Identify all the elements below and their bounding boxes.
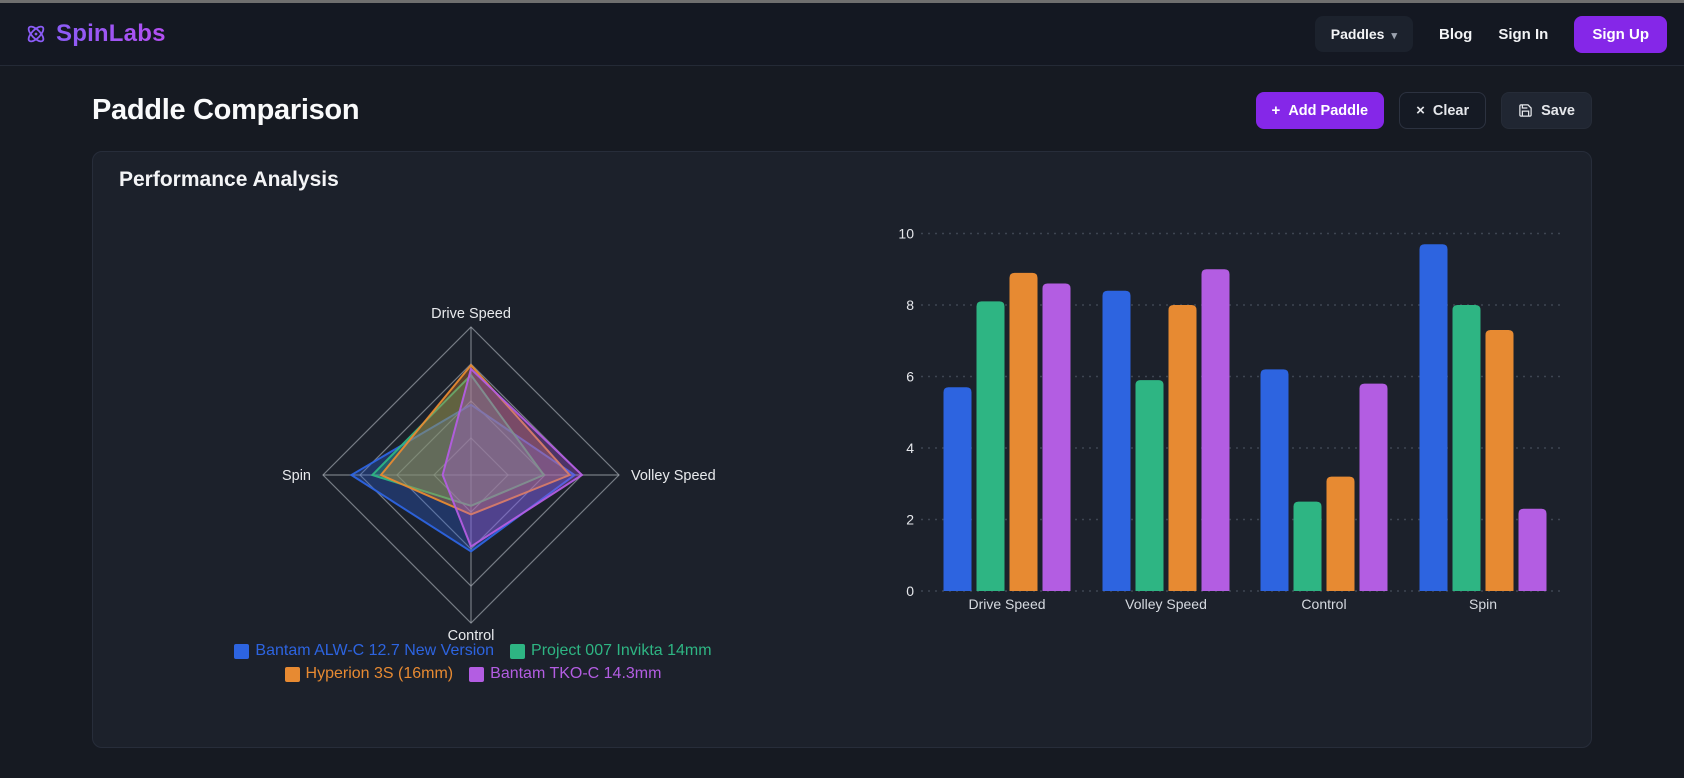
nav-item-paddles[interactable]: Paddles ▾ [1314, 16, 1413, 52]
svg-text:6: 6 [906, 369, 914, 385]
svg-text:Control: Control [1301, 596, 1346, 612]
svg-text:8: 8 [906, 297, 914, 313]
svg-text:0: 0 [906, 583, 914, 599]
legend-row-2: Hyperion 3S (16mm) Bantam TKO-C 14.3mm [284, 665, 661, 683]
close-icon: × [1416, 102, 1425, 119]
nav-links: Paddles ▾ Blog Sign In Sign Up [1314, 15, 1667, 53]
signup-button[interactable]: Sign Up [1574, 15, 1667, 53]
radar-legend: Bantam ALW-C 12.7 New Version Project 00… [193, 642, 753, 683]
svg-text:Volley Speed: Volley Speed [1125, 596, 1207, 612]
legend-swatch [234, 643, 250, 659]
page-content: Paddle Comparison + Add Paddle × Clear S… [0, 66, 1684, 748]
legend-label: Project 007 Invikta 14mm [531, 642, 712, 659]
page-title: Paddle Comparison [92, 94, 360, 126]
page-header: Paddle Comparison + Add Paddle × Clear S… [92, 92, 1592, 129]
legend-item[interactable]: Hyperion 3S (16mm) [284, 665, 454, 683]
legend-label: Bantam TKO-C 14.3mm [490, 665, 662, 682]
legend-item[interactable]: Project 007 Invikta 14mm [510, 642, 712, 660]
legend-swatch [510, 643, 526, 659]
brand-logo[interactable]: SpinLabs [24, 20, 166, 48]
legend-label: Hyperion 3S (16mm) [305, 665, 454, 682]
atom-icon [24, 22, 48, 46]
card-title: Performance Analysis [119, 168, 339, 191]
nav-item-signin[interactable]: Sign In [1498, 25, 1549, 43]
save-button[interactable]: Save [1501, 92, 1592, 129]
performance-analysis-card: Performance Analysis Drive Speed Volley S… [92, 151, 1592, 748]
legend-swatch [469, 666, 485, 682]
bar-chart: 0 2 4 6 8 10 Drive Speed Volley Speed Control Spi… [859, 217, 1579, 622]
svg-text:Spin: Spin [282, 468, 311, 484]
svg-text:2: 2 [906, 512, 914, 528]
svg-text:Drive Speed: Drive Speed [968, 596, 1045, 612]
header-actions: + Add Paddle × Clear Save [1255, 92, 1592, 129]
svg-text:Drive Speed: Drive Speed [431, 306, 511, 322]
nav-item-blog[interactable]: Blog [1439, 25, 1473, 43]
window-top-strip [0, 0, 1684, 3]
legend-label: Bantam ALW-C 12.7 New Version [255, 642, 495, 659]
svg-text:Spin: Spin [1469, 596, 1497, 612]
svg-text:Control: Control [448, 628, 495, 644]
radar-chart: Drive Speed Volley Speed Control Spin [249, 287, 749, 652]
brand-name: SpinLabs [56, 20, 166, 47]
add-paddle-button[interactable]: + Add Paddle [1255, 92, 1385, 129]
top-navbar: SpinLabs Paddles ▾ Blog Sign In Sign Up [0, 3, 1684, 66]
svg-text:Volley Speed: Volley Speed [631, 468, 716, 484]
paddles-label: Paddles [1330, 26, 1385, 42]
save-label: Save [1541, 102, 1575, 119]
legend-item[interactable]: Bantam ALW-C 12.7 New Version [234, 642, 494, 660]
legend-item[interactable]: Bantam TKO-C 14.3mm [469, 665, 661, 683]
svg-text:10: 10 [898, 226, 914, 242]
save-floppy-icon [1518, 103, 1533, 118]
svg-text:4: 4 [906, 440, 914, 456]
add-paddle-label: Add Paddle [1288, 102, 1369, 119]
chevron-down-icon: ▾ [1391, 29, 1397, 42]
legend-row-1: Bantam ALW-C 12.7 New Version Project 00… [234, 642, 712, 660]
legend-swatch [284, 666, 300, 682]
clear-button[interactable]: × Clear [1399, 92, 1487, 129]
clear-label: Clear [1432, 102, 1470, 119]
plus-icon: + [1271, 102, 1281, 119]
